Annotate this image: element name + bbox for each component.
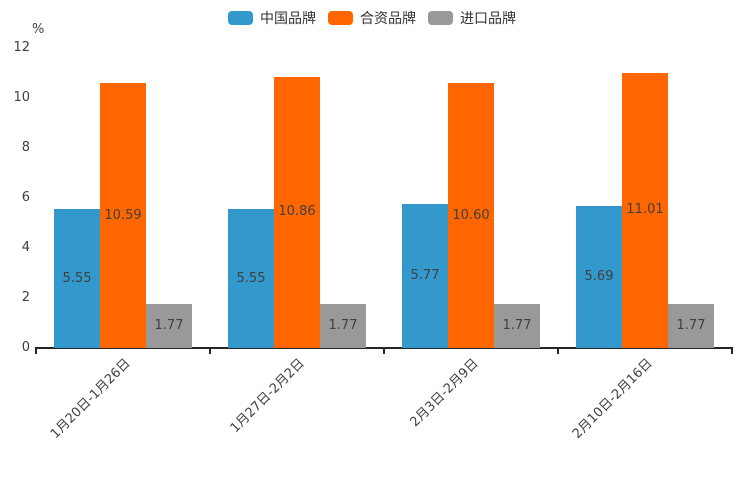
x-axis-tick (731, 348, 733, 354)
legend-label-import-brand: 进口品牌 (460, 11, 516, 27)
bar-value-label: 5.55 (236, 270, 266, 286)
legend-item-joint-venture-brand[interactable]: 合资品牌 (328, 8, 416, 28)
legend-label-joint-venture-brand: 合资品牌 (360, 11, 416, 27)
bar (402, 203, 448, 348)
y-axis-tick-label: 6 (21, 190, 30, 205)
x-axis-category-label: 1月27日-2月2日 (227, 356, 308, 436)
y-axis-tick-label: 2 (21, 290, 30, 305)
y-axis-tick-label: 4 (21, 240, 30, 255)
bar-value-label: 1.77 (154, 317, 184, 333)
y-axis-tick-label: 0 (21, 340, 30, 355)
y-axis-tick-label: 10 (13, 90, 30, 105)
x-axis-tick (383, 348, 385, 354)
legend: 中国品牌 合资品牌 进口品牌 (0, 8, 744, 28)
x-axis-category-label: 2月10日-2月16日 (569, 356, 656, 442)
legend-swatch-import-brand (428, 11, 453, 25)
bar-value-label: 1.77 (502, 317, 532, 333)
x-axis-tick (35, 348, 37, 354)
y-axis-tick-label: 8 (21, 140, 30, 155)
bar (622, 72, 668, 348)
legend-swatch-china-brand (228, 11, 253, 25)
bar-value-label: 1.77 (328, 317, 358, 333)
bar-value-label: 5.77 (410, 267, 440, 283)
bar-value-label: 11.01 (626, 202, 664, 218)
bar (668, 303, 714, 348)
bar (274, 76, 320, 348)
bar (576, 205, 622, 348)
bar-value-label: 10.60 (452, 207, 490, 223)
legend-label-china-brand: 中国品牌 (260, 11, 316, 27)
y-axis-tick-label: 12 (13, 40, 30, 55)
bar (494, 303, 540, 348)
bar (100, 83, 146, 348)
bar (448, 83, 494, 348)
legend-item-china-brand[interactable]: 中国品牌 (228, 8, 316, 28)
bar (228, 209, 274, 348)
x-axis-category-label: 2月3日-2月9日 (407, 356, 482, 431)
bar (320, 303, 366, 348)
x-axis-category-label: 1月20日-1月26日 (47, 356, 134, 442)
bar-value-label: 10.59 (104, 207, 142, 223)
bar (146, 303, 192, 348)
bar-value-label: 5.55 (62, 270, 92, 286)
bar-value-label: 1.77 (676, 317, 706, 333)
legend-item-import-brand[interactable]: 进口品牌 (428, 8, 516, 28)
x-axis-tick (557, 348, 559, 354)
legend-swatch-joint-venture-brand (328, 11, 353, 25)
bar (54, 209, 100, 348)
bar-value-label: 5.69 (584, 268, 614, 284)
bar-value-label: 10.86 (278, 204, 316, 220)
y-axis-unit-label: % (32, 22, 45, 37)
x-axis-tick (209, 348, 211, 354)
